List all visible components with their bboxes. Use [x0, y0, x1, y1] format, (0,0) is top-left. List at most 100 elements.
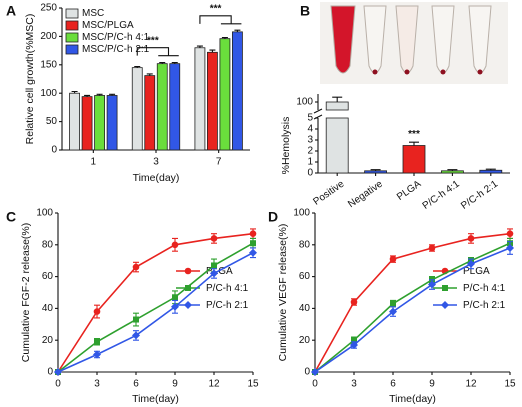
legend-swatch [65, 20, 79, 31]
y-tick-label: 60 [299, 271, 311, 282]
line [57, 252, 254, 373]
error-bar [221, 36, 228, 39]
line [314, 242, 511, 373]
bar [232, 31, 243, 151]
x-tick-label: P/C-h 4:1 [421, 178, 462, 211]
marker [133, 316, 139, 323]
bar [207, 51, 218, 151]
axis-break [313, 108, 323, 114]
pellet [372, 69, 378, 75]
bar [169, 63, 181, 151]
bar [69, 92, 80, 151]
marker [94, 338, 100, 345]
x-tick-label: 3 [351, 379, 357, 390]
legend-label: P/C-h 4:1 [206, 283, 249, 294]
marker [250, 240, 256, 247]
line [57, 232, 254, 373]
x-tick-label: PLGA [395, 178, 423, 203]
legend-label: MSC/PLGA [82, 20, 134, 31]
bar [325, 101, 349, 111]
error-bar [332, 96, 343, 102]
error-bar [134, 65, 141, 68]
y-axis-label: Relative cell growth(%MSC) [24, 14, 36, 145]
marker [390, 300, 396, 307]
y-tick-label: 80 [299, 239, 311, 250]
marker [506, 243, 514, 252]
y-tick-label: 100 [40, 88, 57, 99]
x-tick-label: 9 [429, 379, 435, 390]
x-tick-label: 15 [247, 379, 259, 390]
legend-swatch [65, 44, 79, 55]
x-tick-label: P/C-h 2:1 [459, 178, 500, 211]
pellet [477, 69, 483, 75]
y-tick-label: 5 [307, 113, 313, 124]
y-tick-label: 3 [307, 135, 313, 146]
bar [106, 95, 118, 151]
error-bar [485, 168, 496, 171]
error-bar [71, 90, 78, 94]
y-tick-label: 50 [46, 116, 58, 127]
bar [194, 47, 206, 151]
x-tick-label: 6 [390, 379, 396, 390]
legend-label: P/C-h 2:1 [206, 300, 249, 311]
x-tick-label: 9 [172, 379, 178, 390]
marker [93, 350, 101, 359]
y-axis-label: Cumulative FGF-2 release(%) [20, 223, 32, 362]
significance-label: *** [147, 35, 159, 46]
error-bar [146, 73, 153, 76]
bar [81, 96, 93, 151]
marker [467, 259, 475, 268]
x-tick-label: 3 [94, 379, 100, 390]
error-bar [209, 49, 216, 53]
bar [131, 67, 143, 151]
y-tick-label: 40 [299, 303, 311, 314]
x-axis-label: Time(day) [133, 172, 180, 184]
bar [144, 75, 156, 151]
y-tick-label: 0 [51, 145, 57, 156]
panel-label: A [6, 3, 16, 19]
line [314, 232, 511, 373]
error-bar [109, 93, 116, 96]
error-bar [96, 93, 103, 96]
marker [428, 244, 436, 252]
x-axis-label: Time(day) [389, 393, 436, 405]
y-tick-label: 1 [307, 157, 313, 168]
marker [210, 269, 218, 278]
significance-label: *** [210, 3, 222, 14]
line [314, 247, 511, 373]
x-tick-label: 0 [312, 379, 318, 390]
x-tick-label: 15 [504, 379, 516, 390]
legend-label: P/C-h 2:1 [463, 300, 506, 311]
x-tick-label: 7 [216, 157, 222, 168]
marker [350, 298, 358, 306]
x-tick-label: 12 [465, 379, 477, 390]
marker [351, 337, 357, 344]
marker [428, 280, 436, 289]
bar [94, 95, 105, 151]
marker [441, 301, 449, 309]
marker [185, 285, 191, 291]
significance-label: *** [408, 129, 420, 140]
y-tick-label: 100 [296, 97, 313, 108]
marker [211, 262, 217, 269]
error-bar [196, 45, 203, 48]
y-tick-label: 250 [40, 3, 57, 14]
y-tick-label: 20 [299, 335, 311, 346]
bar [440, 170, 464, 174]
bar [479, 169, 503, 174]
y-tick-label: 40 [42, 303, 54, 314]
marker [184, 267, 192, 275]
y-tick-label: 150 [40, 59, 57, 70]
tube-photo [320, 2, 508, 84]
y-tick-label: 20 [42, 335, 54, 346]
legend-label: PLGA [463, 266, 490, 277]
legend-label: MSC [82, 8, 104, 19]
marker [389, 255, 397, 263]
legend-label: PLGA [206, 266, 233, 277]
y-tick-label: 200 [40, 31, 57, 42]
x-tick-label: 3 [153, 157, 159, 168]
error-bar [234, 29, 241, 32]
marker [467, 235, 475, 242]
y-tick-label: 100 [293, 208, 310, 219]
